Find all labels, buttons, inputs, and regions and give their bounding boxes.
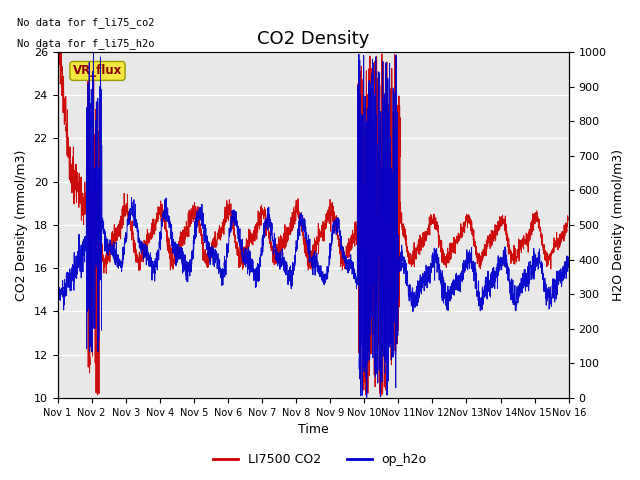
X-axis label: Time: Time	[298, 423, 328, 436]
Legend: LI7500 CO2, op_h2o: LI7500 CO2, op_h2o	[209, 448, 431, 471]
Text: No data for f_li75_co2: No data for f_li75_co2	[17, 17, 154, 28]
Title: CO2 Density: CO2 Density	[257, 30, 369, 48]
Text: VR_flux: VR_flux	[73, 64, 122, 77]
Text: No data for f_li75_h2o: No data for f_li75_h2o	[17, 38, 154, 49]
Y-axis label: CO2 Density (mmol/m3): CO2 Density (mmol/m3)	[15, 149, 28, 300]
Y-axis label: H2O Density (mmol/m3): H2O Density (mmol/m3)	[612, 149, 625, 301]
